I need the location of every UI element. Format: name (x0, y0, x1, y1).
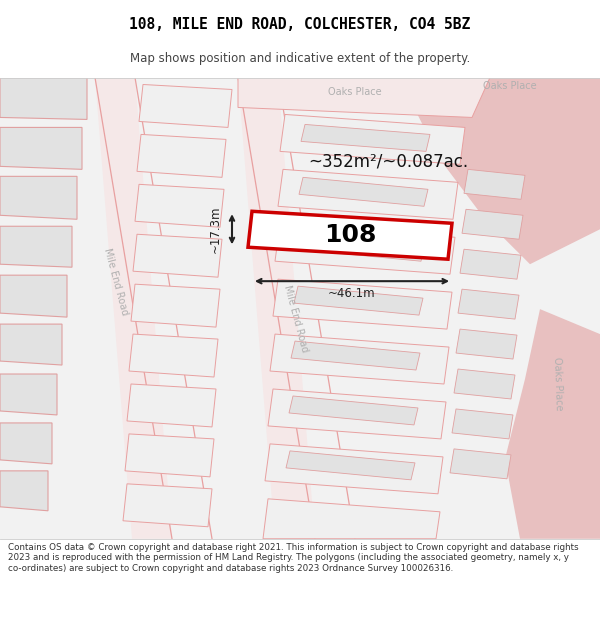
Polygon shape (464, 169, 525, 199)
Text: ~46.1m: ~46.1m (328, 287, 376, 299)
Polygon shape (131, 284, 220, 327)
Text: ~352m²/~0.087ac.: ~352m²/~0.087ac. (308, 152, 468, 171)
Text: ~17.3m: ~17.3m (209, 206, 222, 253)
Polygon shape (0, 78, 600, 539)
Polygon shape (296, 231, 425, 261)
Polygon shape (129, 334, 218, 377)
Polygon shape (270, 334, 449, 384)
Text: Contains OS data © Crown copyright and database right 2021. This information is : Contains OS data © Crown copyright and d… (8, 543, 578, 573)
Polygon shape (139, 84, 232, 127)
Polygon shape (280, 114, 465, 164)
Polygon shape (248, 211, 452, 259)
Polygon shape (0, 226, 72, 268)
Text: Map shows position and indicative extent of the property.: Map shows position and indicative extent… (130, 52, 470, 64)
Polygon shape (0, 471, 48, 511)
Polygon shape (294, 286, 423, 315)
Polygon shape (505, 309, 600, 539)
Polygon shape (458, 289, 519, 319)
Text: 108, MILE END ROAD, COLCHESTER, CO4 5BZ: 108, MILE END ROAD, COLCHESTER, CO4 5BZ (130, 18, 470, 32)
Polygon shape (289, 396, 418, 425)
Polygon shape (0, 78, 87, 119)
Polygon shape (0, 176, 77, 219)
Polygon shape (95, 78, 172, 539)
Polygon shape (460, 249, 521, 279)
Polygon shape (133, 234, 222, 277)
Polygon shape (127, 384, 216, 427)
Polygon shape (0, 423, 52, 464)
Polygon shape (0, 127, 82, 169)
Polygon shape (452, 409, 513, 439)
Polygon shape (299, 177, 428, 206)
Polygon shape (265, 444, 443, 494)
Polygon shape (462, 209, 523, 239)
Text: Mile End Road: Mile End Road (282, 284, 310, 354)
Text: Oaks Place: Oaks Place (483, 81, 537, 91)
Text: Oaks Place: Oaks Place (552, 357, 564, 411)
Polygon shape (238, 78, 490, 118)
Polygon shape (278, 169, 458, 219)
Polygon shape (273, 279, 452, 329)
Polygon shape (238, 78, 315, 539)
Text: Oaks Place: Oaks Place (328, 88, 382, 98)
Polygon shape (125, 434, 214, 477)
Polygon shape (405, 78, 600, 264)
Polygon shape (0, 324, 62, 365)
Polygon shape (123, 484, 212, 527)
Polygon shape (137, 134, 226, 178)
Polygon shape (0, 374, 57, 415)
Polygon shape (0, 275, 67, 317)
Polygon shape (263, 499, 440, 539)
Polygon shape (135, 184, 224, 228)
Text: 108: 108 (324, 223, 376, 248)
Text: Mile End Road: Mile End Road (102, 246, 130, 316)
Polygon shape (454, 369, 515, 399)
Polygon shape (450, 449, 511, 479)
Polygon shape (291, 341, 420, 370)
Polygon shape (275, 224, 455, 274)
Polygon shape (268, 389, 446, 439)
Polygon shape (456, 329, 517, 359)
Polygon shape (301, 124, 430, 151)
Polygon shape (286, 451, 415, 480)
